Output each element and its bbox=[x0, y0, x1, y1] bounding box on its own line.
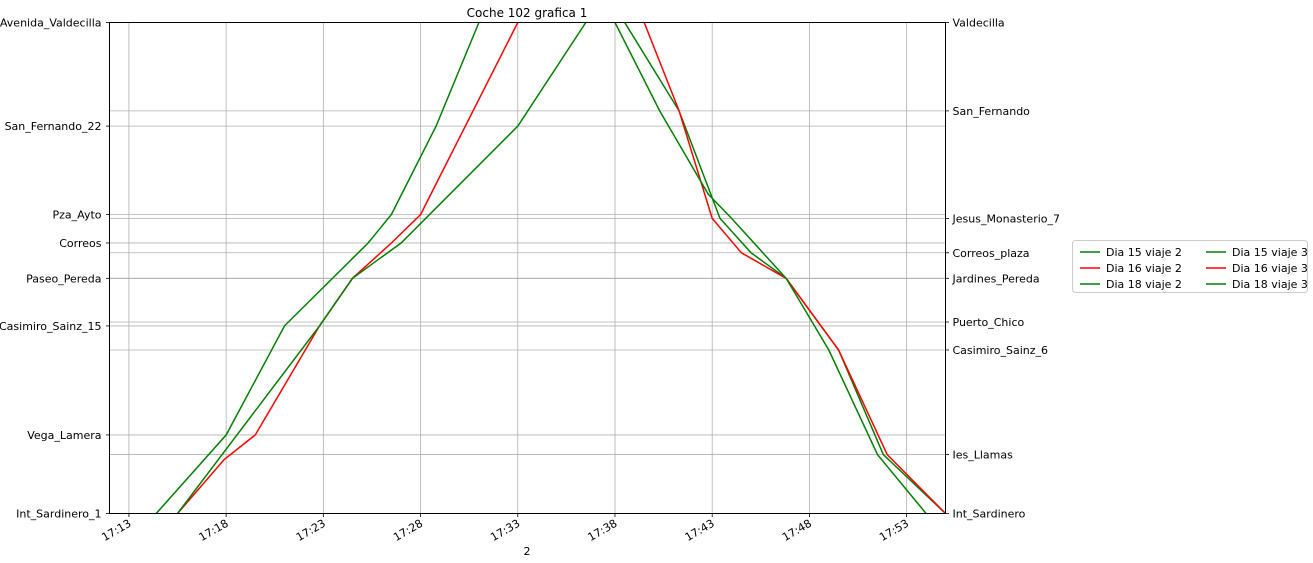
right-tick-label: Jardines_Pereda bbox=[952, 272, 1040, 285]
x-axis-label: 2 bbox=[524, 545, 531, 558]
x-tick-label: 17:38 bbox=[586, 517, 620, 544]
legend-entry: Dia 16 viaje 2 bbox=[1106, 262, 1182, 275]
left-tick-label: Casimiro_Sainz_15 bbox=[0, 320, 102, 333]
series-line-6 bbox=[614, 22, 927, 514]
x-tick-label: 17:23 bbox=[294, 517, 328, 544]
right-tick-label: Correos_plaza bbox=[953, 247, 1030, 260]
series-line-4 bbox=[624, 22, 946, 514]
legend-entry: Dia 15 viaje 3 bbox=[1232, 246, 1308, 259]
legend: Dia 15 viaje 2 Dia 16 viaje 2 Dia 18 viaje… bbox=[1072, 240, 1308, 293]
legend-box bbox=[1072, 240, 1308, 293]
right-tick-label: Puerto_Chico bbox=[953, 316, 1025, 329]
series-line-1 bbox=[155, 22, 480, 514]
left-tick-label: San_Fernando_22 bbox=[5, 120, 102, 133]
right-tick-label: Jesus_Monasterio_7 bbox=[952, 212, 1061, 225]
series-layer bbox=[155, 22, 946, 514]
left-tick-label: Paseo_Pereda bbox=[26, 272, 101, 285]
x-tick-label: 17:48 bbox=[780, 517, 814, 544]
x-tick-label: 17:33 bbox=[488, 517, 522, 544]
right-tick-label: Ies_Llamas bbox=[953, 449, 1014, 462]
right-tick-label: San_Fernando bbox=[953, 105, 1031, 118]
left-tick-label: Pza_Ayto bbox=[53, 208, 102, 221]
right-tick-label: Casimiro_Sainz_6 bbox=[953, 344, 1049, 357]
right-tick-label: Valdecilla bbox=[953, 17, 1005, 30]
left-ticks: Avenida_Valdecilla San_Fernando_22 Pza_Ayt… bbox=[0, 17, 110, 521]
legend-entry: Dia 16 viaje 3 bbox=[1232, 262, 1308, 275]
x-tick-label: 17:53 bbox=[877, 517, 911, 544]
left-tick-label: Correos bbox=[59, 237, 102, 250]
x-ticks: 17:13 17:18 17:23 17:28 17:33 17:38 17:43 17:48… bbox=[99, 513, 911, 544]
series-line-3 bbox=[176, 22, 587, 514]
x-tick-label: 17:18 bbox=[197, 517, 231, 544]
left-tick-label: Avenida_Valdecilla bbox=[0, 17, 102, 30]
legend-entry: Dia 18 viaje 3 bbox=[1232, 278, 1308, 291]
grid bbox=[109, 22, 946, 514]
x-tick-label: 17:43 bbox=[683, 517, 717, 544]
series-line-5 bbox=[643, 22, 946, 514]
legend-entry: Dia 18 viaje 2 bbox=[1106, 278, 1182, 291]
left-tick-label: Int_Sardinero_1 bbox=[16, 508, 101, 521]
right-ticks: Valdecilla San_Fernando Jesus_Monasterio_7… bbox=[945, 17, 1061, 521]
legend-entry: Dia 15 viaje 2 bbox=[1106, 246, 1182, 259]
right-tick-label: Int_Sardinero bbox=[953, 508, 1026, 521]
chart-title: Coche 102 grafica 1 bbox=[467, 6, 588, 20]
x-tick-label: 17:28 bbox=[391, 517, 425, 544]
series-line-2 bbox=[176, 22, 519, 514]
left-tick-label: Vega_Lamera bbox=[27, 429, 101, 442]
x-tick-label: 17:13 bbox=[99, 517, 133, 544]
plot-frame bbox=[109, 22, 946, 514]
